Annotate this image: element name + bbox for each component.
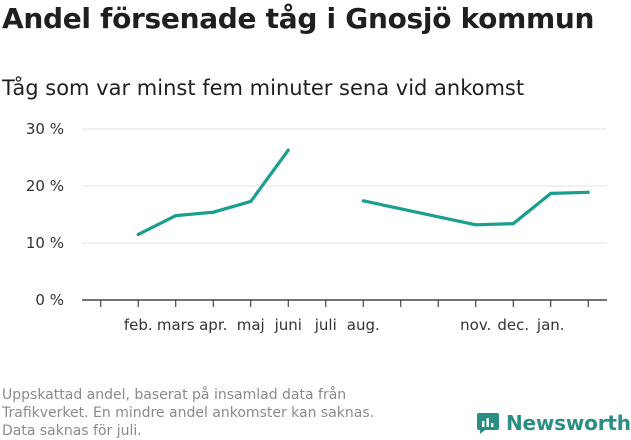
- data-point: [249, 199, 253, 203]
- data-point: [136, 232, 140, 237]
- series-line: [362, 190, 589, 227]
- line-chart: 0 % 10 % 20 % 30 % feb. mars apr. maj juni juli au…: [26, 120, 607, 334]
- data-point: [211, 210, 215, 214]
- footnote-line-1: Uppskattad andel, baserat på insamlad da…: [2, 387, 347, 403]
- x-tick-label: aug.: [347, 316, 380, 334]
- y-tick-label: 30 %: [26, 120, 64, 138]
- series-line: [137, 149, 290, 236]
- x-tick-label: juli: [314, 316, 337, 334]
- x-tick-label: dec.: [497, 316, 529, 334]
- footnote: Uppskattad andel, baserat på insamlad da…: [2, 386, 442, 440]
- y-tick-label: 0 %: [35, 291, 64, 309]
- footnote-line-3: Data saknas för juli.: [2, 423, 142, 439]
- data-point: [474, 223, 478, 227]
- data-point: [361, 199, 365, 203]
- data-point: [549, 191, 553, 196]
- x-tick-label: jan.: [536, 316, 565, 334]
- data-point: [286, 148, 290, 152]
- x-tick-label: mars: [157, 316, 195, 334]
- brand-name: Newsworthy: [506, 411, 631, 435]
- y-tick-label: 20 %: [26, 177, 64, 195]
- y-tick-label: 10 %: [26, 234, 64, 252]
- x-tick-label: feb.: [124, 316, 153, 334]
- data-point: [174, 214, 178, 218]
- footnote-line-2: Trafikverket. En mindre andel ankomster …: [2, 405, 375, 421]
- data-point: [586, 190, 590, 194]
- newsworthy-logo-icon: [477, 413, 499, 434]
- chart-title: Andel försenade tåg i Gnosjö kommun: [2, 2, 595, 35]
- x-tick-label: apr.: [199, 316, 227, 334]
- x-tick-label: nov.: [460, 316, 491, 334]
- chart-subtitle: Tåg som var minst fem minuter sena vid a…: [2, 76, 525, 100]
- x-tick-label: juni: [274, 316, 302, 334]
- x-tick-label: maj: [237, 316, 265, 334]
- data-point: [511, 222, 515, 226]
- brand-logo[interactable]: Newsworthy: [476, 408, 631, 438]
